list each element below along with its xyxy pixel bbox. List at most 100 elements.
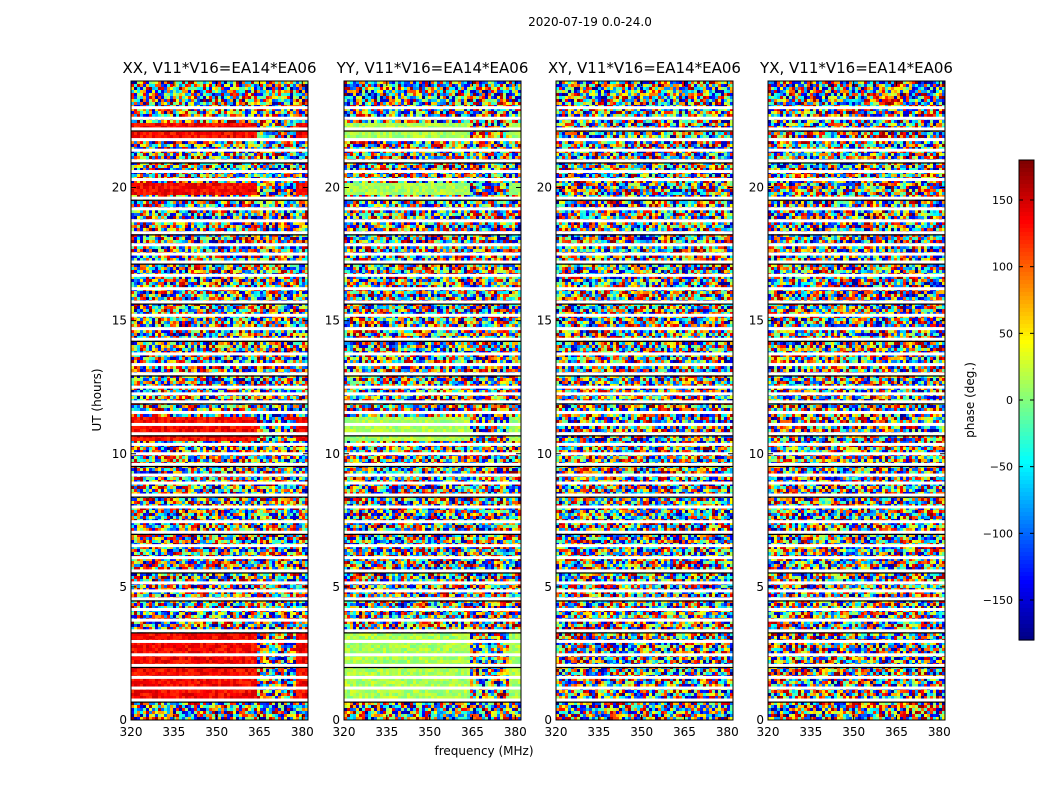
flagged-row bbox=[556, 400, 733, 404]
flagged-row bbox=[344, 385, 521, 389]
colorbar-segment bbox=[1019, 236, 1034, 241]
colorbar-segment bbox=[1019, 240, 1034, 245]
colorbar-segment bbox=[1019, 496, 1034, 501]
colorbar-segment bbox=[1019, 520, 1034, 525]
x-tick-label: 335 bbox=[587, 725, 610, 739]
flagged-row bbox=[768, 505, 945, 509]
x-tick-label: 350 bbox=[842, 725, 865, 739]
flagged-row bbox=[768, 442, 945, 446]
flagged-row bbox=[768, 493, 945, 497]
panel-3: XY, V11*V16=EA14*EA06 320 335 350 365 380 0 5 10… bbox=[537, 59, 741, 739]
flagged-row bbox=[556, 530, 733, 534]
flagged-row-edge bbox=[131, 199, 308, 201]
flagged-row bbox=[131, 106, 308, 110]
colorbar-segment bbox=[1019, 248, 1034, 253]
flagged-row bbox=[344, 442, 521, 446]
colorbar-segment bbox=[1019, 388, 1034, 393]
colorbar-segment bbox=[1019, 292, 1034, 297]
flagged-row bbox=[131, 385, 308, 389]
colorbar-tick-label: 100 bbox=[992, 261, 1013, 274]
y-tick-label: 10 bbox=[325, 447, 340, 461]
flagged-row bbox=[556, 392, 733, 396]
x-tick-label: 335 bbox=[162, 725, 185, 739]
flagged-row-edge bbox=[556, 403, 733, 405]
flagged-row bbox=[556, 385, 733, 389]
flagged-row-edge bbox=[131, 632, 308, 634]
flagged-row bbox=[131, 116, 308, 120]
flagged-row bbox=[768, 352, 945, 356]
colorbar-segment bbox=[1019, 460, 1034, 465]
x-tick-label: 380 bbox=[291, 725, 314, 739]
colorbar-segment bbox=[1019, 420, 1034, 425]
flagged-row-edge bbox=[344, 572, 521, 574]
y-tick-label: 5 bbox=[119, 580, 127, 594]
flagged-row bbox=[344, 452, 521, 456]
flagged-row bbox=[768, 148, 945, 152]
flagged-row-edge bbox=[344, 375, 521, 377]
flagged-row bbox=[344, 608, 521, 612]
colorbar-segment bbox=[1019, 324, 1034, 329]
flagged-row-edge bbox=[344, 130, 521, 132]
panels-layer: XX, V11*V16=EA14*EA06 320 335 350 365 380 0 5 10… bbox=[112, 59, 953, 739]
flagged-row-edge bbox=[768, 162, 945, 164]
flagged-row bbox=[344, 313, 521, 317]
flagged-row-edge bbox=[556, 340, 733, 342]
flagged-row bbox=[768, 400, 945, 404]
flagged-row bbox=[768, 663, 945, 667]
panel-2: YY, V11*V16=EA14*EA06 320 335 350 365 380 0 5 10… bbox=[325, 59, 529, 739]
colorbar-segment bbox=[1019, 212, 1034, 217]
colorbar-segment bbox=[1019, 620, 1034, 625]
flagged-row bbox=[131, 581, 308, 585]
panel-1: XX, V11*V16=EA14*EA06 320 335 350 365 380 0 5 10… bbox=[112, 59, 317, 739]
y-tick-label: 10 bbox=[537, 447, 552, 461]
flagged-row-edge bbox=[768, 572, 945, 574]
flagged-row bbox=[131, 462, 308, 466]
flagged-row bbox=[131, 452, 308, 456]
flagged-row-edge bbox=[768, 234, 945, 236]
panel-4: YX, V11*V16=EA14*EA06 320 335 350 365 380 0 5 10… bbox=[749, 59, 953, 739]
flagged-row bbox=[556, 252, 733, 256]
flagged-row bbox=[768, 372, 945, 376]
flagged-row bbox=[344, 170, 521, 174]
colorbar-segment bbox=[1019, 200, 1034, 205]
flagged-row-edge bbox=[131, 572, 308, 574]
y-tick-label: 15 bbox=[325, 314, 340, 328]
colorbar-segment bbox=[1019, 544, 1034, 549]
flagged-row bbox=[131, 219, 308, 223]
flagged-row-edge bbox=[344, 162, 521, 164]
flagged-row-edge bbox=[131, 496, 308, 498]
colorbar-tick-label: −150 bbox=[983, 594, 1013, 607]
y-axis-label: UT (hours) bbox=[90, 368, 104, 431]
flagged-row-edge bbox=[768, 666, 945, 669]
flagged-row bbox=[131, 618, 308, 622]
flagged-row-edge bbox=[131, 435, 308, 437]
flagged-row bbox=[131, 698, 308, 702]
flagged-row bbox=[556, 363, 733, 367]
colorbar-segment bbox=[1019, 204, 1034, 209]
flagged-row-edge bbox=[344, 465, 521, 468]
colorbar-segment bbox=[1019, 384, 1034, 389]
x-tick-label: 320 bbox=[545, 725, 568, 739]
flagged-row bbox=[556, 207, 733, 211]
colorbar-segment bbox=[1019, 220, 1034, 225]
flagged-row-edge bbox=[344, 496, 521, 498]
flagged-row bbox=[131, 372, 308, 376]
flagged-row bbox=[344, 372, 521, 376]
y-tick-label: 5 bbox=[544, 580, 552, 594]
flagged-row bbox=[131, 148, 308, 152]
y-tick-label: 0 bbox=[332, 713, 340, 727]
flagged-row bbox=[131, 207, 308, 211]
flagged-row bbox=[768, 106, 945, 110]
flagged-row bbox=[556, 127, 733, 131]
flagged-row bbox=[556, 462, 733, 466]
flagged-row bbox=[556, 505, 733, 509]
flagged-row bbox=[556, 219, 733, 223]
flagged-row-edge bbox=[556, 632, 733, 634]
y-tick-label: 15 bbox=[749, 314, 764, 328]
flagged-row bbox=[556, 313, 733, 317]
flagged-row bbox=[344, 138, 521, 142]
colorbar-segment bbox=[1019, 360, 1034, 365]
flagged-row-edge bbox=[344, 263, 521, 265]
flagged-row bbox=[768, 608, 945, 612]
flagged-row bbox=[131, 520, 308, 524]
